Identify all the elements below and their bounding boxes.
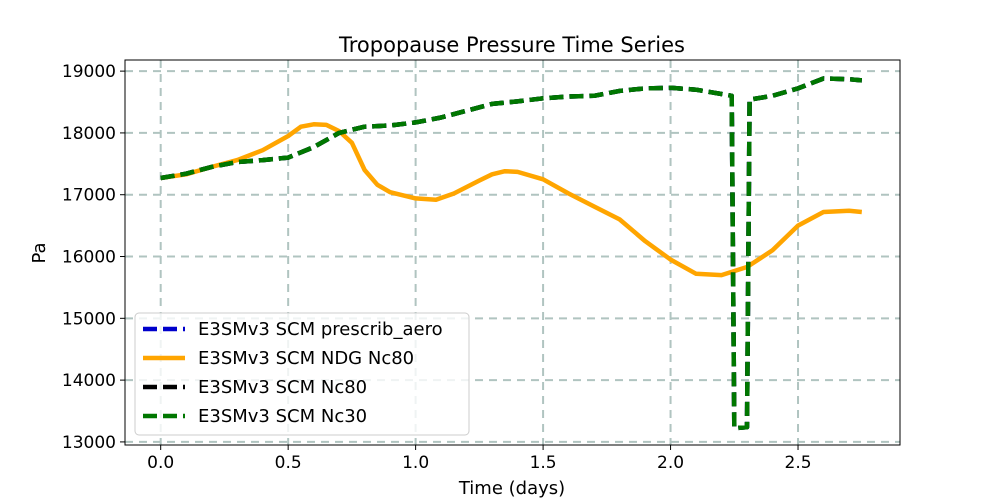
legend: E3SMv3 SCM prescrib_aero E3SMv3 SCM NDG N… [134, 312, 470, 436]
legend-label-2: E3SMv3 SCM NDG Nc80 [198, 348, 414, 369]
chart-title: Tropopause Pressure Time Series [338, 33, 685, 57]
legend-label-4: E3SMv3 SCM Nc30 [198, 406, 367, 427]
y-tick-label: 16000 [62, 248, 116, 268]
x-tick-label: 1.0 [402, 453, 429, 473]
y-tick-label: 18000 [62, 124, 116, 144]
x-tick-label: 0.0 [147, 453, 174, 473]
x-tick-label: 2.0 [657, 453, 684, 473]
legend-label-1: E3SMv3 SCM prescrib_aero [198, 319, 443, 340]
series-line-2 [160, 122, 863, 278]
y-axis-label: Pa [29, 242, 50, 263]
y-tick-label: 14000 [62, 371, 116, 391]
x-tick-label: 1.5 [530, 453, 557, 473]
series-line-4 [160, 76, 863, 431]
series-lines [160, 76, 863, 431]
x-tick-label: 0.5 [275, 453, 302, 473]
y-tick-label: 13000 [62, 433, 116, 453]
y-tick-label: 15000 [62, 309, 116, 329]
y-tick-label: 17000 [62, 186, 116, 206]
legend-box [134, 312, 470, 436]
x-axis-label: Time (days) [458, 478, 565, 499]
y-tick-label: 19000 [62, 62, 116, 82]
plot-area-frame [124, 59, 901, 446]
legend-label-3: E3SMv3 SCM Nc80 [198, 377, 367, 398]
axis-ticks: 0.0 0.5 1.0 1.5 2.0 2.5 13000 14000 15000 16000 17… [62, 62, 812, 473]
x-tick-label: 2.5 [785, 453, 812, 473]
